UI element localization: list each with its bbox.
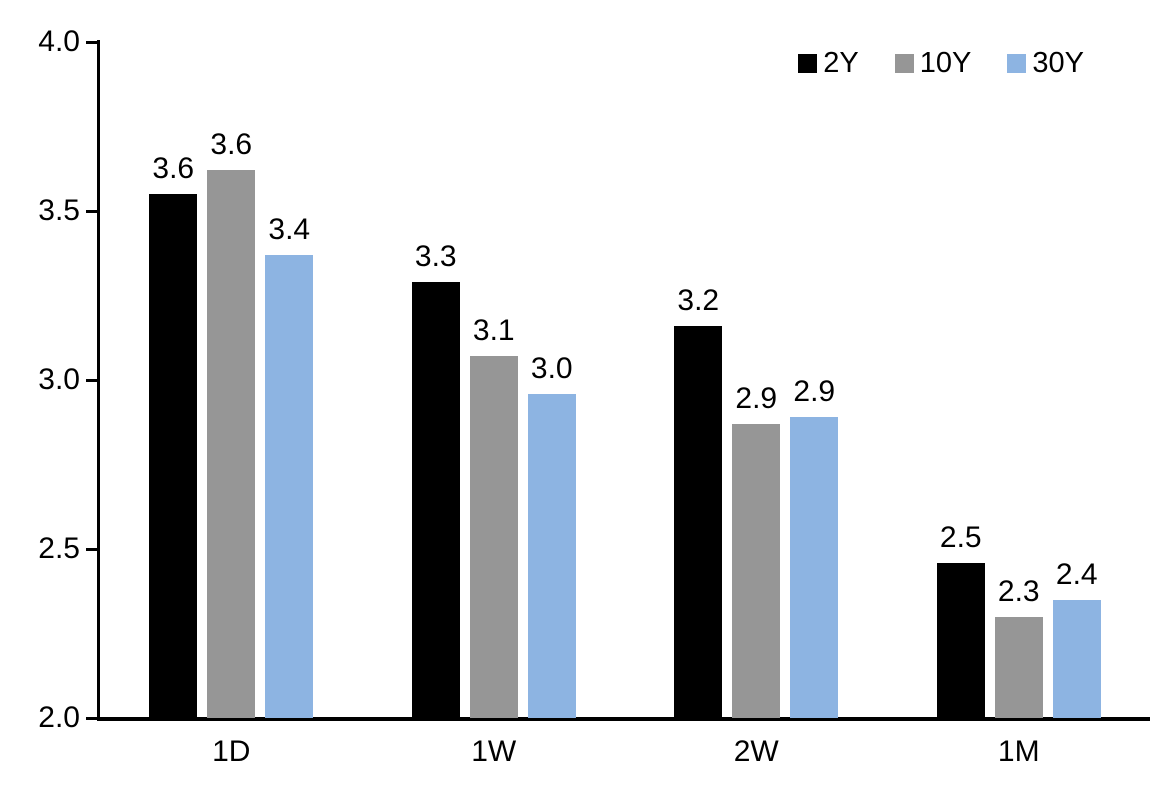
bar-2y-2w	[674, 325, 723, 718]
bar-30y-1d	[265, 254, 314, 718]
bar-value-label-2y-1d: 3.6	[152, 152, 195, 186]
bar-value-label-2y-1m: 2.5	[939, 520, 982, 554]
legend-label-10y: 10Y	[919, 47, 972, 79]
bar-value-label-2y-1w: 3.3	[414, 239, 457, 273]
legend-item-30y: 30Y	[1007, 47, 1084, 80]
legend-swatch-2y-icon	[798, 54, 818, 73]
bar-10y-2w	[732, 423, 781, 718]
y-tick: 2.0	[0, 701, 97, 735]
y-tick-label: 4.0	[38, 25, 80, 58]
y-tick-label: 2.0	[38, 701, 80, 734]
bar-value-label-10y-1w: 3.1	[472, 314, 515, 348]
bar-value-label-30y-1m: 2.4	[1055, 557, 1098, 591]
bar-value-label-10y-1m: 2.3	[997, 574, 1040, 608]
bar-value-label-2y-2w: 3.2	[677, 283, 720, 317]
bar-value-label-30y-1d: 3.4	[268, 212, 311, 246]
bar-value-label-30y-2w: 2.9	[793, 375, 836, 409]
legend-swatch-30y-icon	[1007, 54, 1027, 73]
legend-label-2y: 2Y	[823, 47, 859, 79]
bar-value-label-10y-1d: 3.6	[210, 128, 253, 162]
bar-30y-1w	[527, 393, 576, 718]
y-tick: 2.5	[0, 532, 97, 566]
legend-label-30y: 30Y	[1032, 47, 1084, 79]
bar-value-label-30y-1w: 3.0	[530, 351, 573, 385]
y-tick-mark	[86, 716, 97, 720]
bar-10y-1w	[469, 356, 518, 718]
bar-2y-1d	[149, 194, 198, 718]
x-category-label-1d: 1D	[212, 735, 251, 768]
bar-10y-1m	[994, 616, 1043, 718]
y-axis-line	[97, 40, 100, 721]
x-category-label-1w: 1W	[471, 735, 517, 768]
y-tick: 3.0	[0, 363, 97, 397]
bar-value-label-10y-2w: 2.9	[735, 381, 778, 415]
y-tick-label: 3.0	[38, 363, 80, 396]
x-axis-line	[97, 717, 1150, 721]
y-tick: 4.0	[0, 25, 97, 59]
bar-2y-1w	[411, 281, 460, 718]
legend: 2Y 10Y 30Y	[798, 47, 1084, 80]
y-tick: 3.5	[0, 194, 97, 228]
bar-30y-2w	[790, 417, 839, 718]
y-tick-mark	[86, 40, 97, 44]
legend-item-2y: 2Y	[798, 47, 859, 80]
y-tick-mark	[86, 209, 97, 213]
bar-30y-1m	[1052, 599, 1101, 718]
x-category-label-1m: 1M	[997, 735, 1040, 768]
y-tick-label: 2.5	[38, 532, 80, 565]
bar-2y-1m	[936, 562, 985, 718]
legend-swatch-10y-icon	[894, 54, 914, 73]
bar-10y-1d	[207, 170, 256, 718]
y-tick-mark	[86, 547, 97, 551]
y-tick-mark	[86, 378, 97, 382]
legend-item-10y: 10Y	[894, 47, 972, 80]
x-category-label-2w: 2W	[733, 735, 779, 768]
y-tick-label: 3.5	[38, 194, 80, 227]
